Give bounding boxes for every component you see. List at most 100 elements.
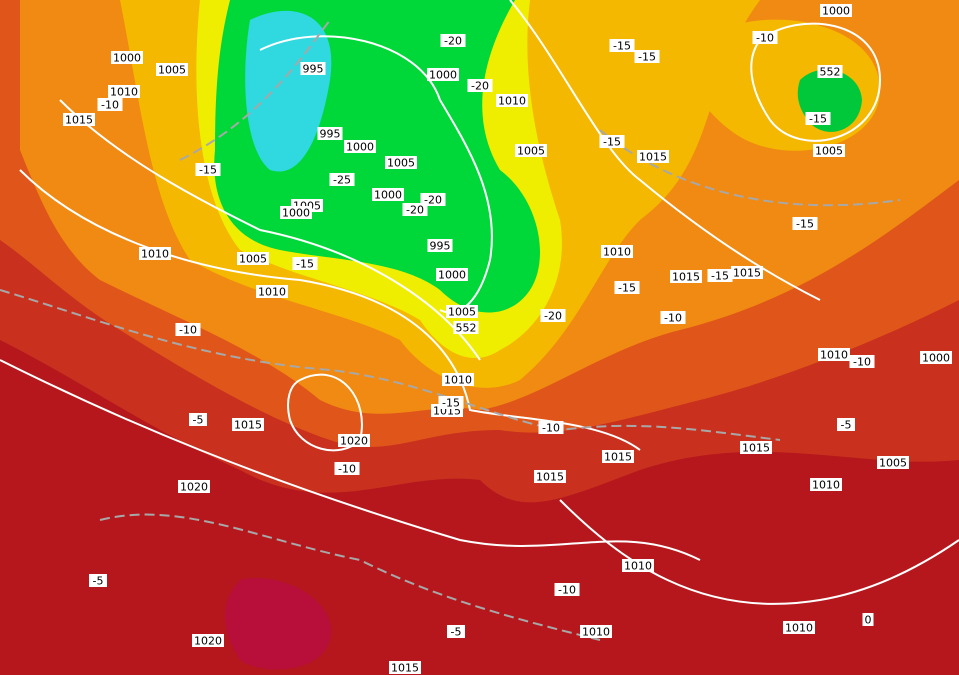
label-text: 1015 [65,114,93,127]
label-text: 1010 [812,479,840,492]
isobars [0,0,959,641]
label-box [420,193,446,206]
temperature-label: -20 [467,79,493,93]
label-box [427,239,453,252]
label-box [97,98,123,111]
temperature-label: -5 [447,625,465,639]
label-text: -5 [93,575,104,588]
label-text: 552 [820,66,841,79]
isobar-label: 1010 [810,478,842,492]
isobar-label: 1010 [818,348,850,362]
temperature-label: -15 [438,396,464,410]
label-text: 1000 [429,69,457,82]
temperature-label: -5 [189,413,207,427]
label-box [601,245,633,258]
label-box [820,4,852,17]
isobar-label: 1000 [372,188,404,202]
label-box [740,441,772,454]
isobar-label: 1000 [820,4,852,18]
label-box [731,266,763,279]
label-box [540,309,566,322]
label-box [108,85,140,98]
isobar-label: 1005 [156,63,188,77]
label-box [192,634,224,647]
label-text: 1010 [820,349,848,362]
isobar-label: 1010 [139,247,171,261]
label-box [599,135,625,148]
contour-labels: 1000 1010 1005 1015 995 995 1000 1005 1000 1005 10… [63,4,952,675]
temperature-label: -20 [402,203,428,217]
isobar-label: 1010 [108,85,140,99]
label-box [580,625,612,638]
temperature-label: -15 [609,39,635,53]
label-box [752,31,778,44]
label-box [344,140,376,153]
label-box [515,144,547,157]
label-text: 0 [865,614,872,627]
label-box [338,434,370,447]
isobar-label: 1015 [637,150,669,164]
label-box [139,247,171,260]
label-box [707,269,733,282]
label-text: 1010 [624,560,652,573]
label-text: 1005 [517,145,545,158]
isobar-label: 1015 [389,661,421,675]
label-box [622,559,654,572]
label-box [538,421,564,434]
label-box [438,396,464,409]
label-text: 995 [303,63,324,76]
isobar-label: 1010 [256,285,288,299]
label-text: -15 [199,164,217,177]
label-box [447,625,465,638]
label-box [877,456,909,469]
label-text: 1005 [815,145,843,158]
temperature-label: 552 [817,65,843,79]
label-text: 1005 [448,306,476,319]
isobar-label: 995 [427,239,453,253]
temperature-label: -15 [599,135,625,149]
isobar-label: 995 [317,127,343,141]
label-text: -15 [711,270,729,283]
isobar-label: 1000 [427,68,459,82]
isobar-label: 1000 [280,206,312,220]
label-text: -20 [406,204,424,217]
label-text: 1000 [822,5,850,18]
label-text: -15 [796,218,814,231]
isobar-label: 1015 [602,450,634,464]
label-box [427,68,459,81]
label-text: -10 [558,584,576,597]
label-text: 1010 [498,95,526,108]
label-text: 1010 [110,86,138,99]
label-text: -15 [809,113,827,126]
label-box [783,621,815,634]
temperature-label: -10 [334,462,360,476]
label-text: 1010 [141,248,169,261]
isobar-label: 1005 [385,156,417,170]
isobar-label: 1005 [877,456,909,470]
isobar-label: 1010 [601,245,633,259]
label-text: -15 [442,397,460,410]
label-box [810,478,842,491]
isobar-label: 1000 [920,351,952,365]
temperature-label: -10 [849,355,875,369]
label-text: 1015 [672,271,700,284]
temperature-label: -15 [614,281,640,295]
isobar-label: 1005 [446,305,478,319]
label-box [920,351,952,364]
label-text: 1000 [374,189,402,202]
isobar-label: 1015 [63,113,95,127]
label-text: -10 [101,99,119,112]
label-text: -15 [603,136,621,149]
isobar-label: 1020 [178,480,210,494]
label-text: -15 [296,258,314,271]
label-text: -20 [471,80,489,93]
isobar-label: 1020 [338,434,370,448]
label-box [849,355,875,368]
label-box [467,79,493,92]
label-text: 1000 [282,207,310,220]
label-box [280,206,312,219]
label-box [111,51,143,64]
isobar-label: 1005 [515,144,547,158]
label-box [609,39,635,52]
